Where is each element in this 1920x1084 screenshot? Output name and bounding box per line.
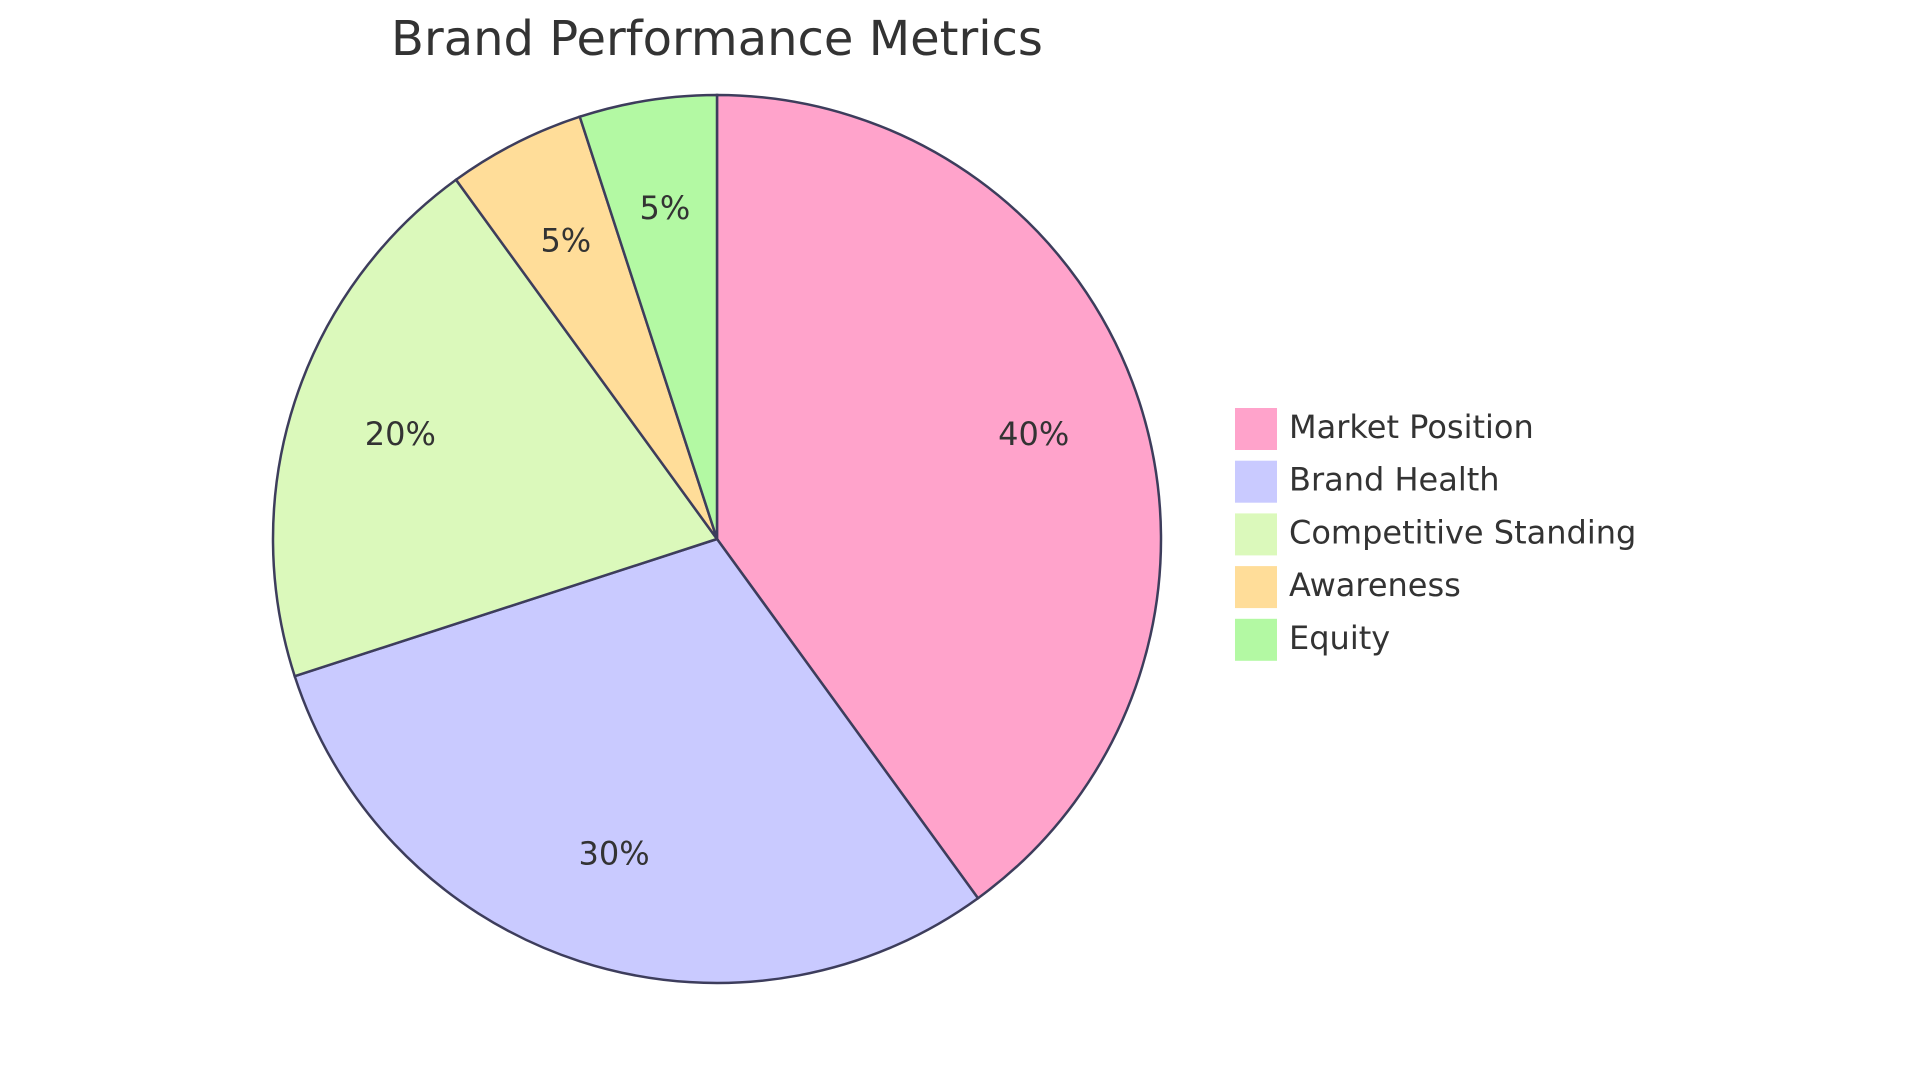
- legend-label: Awareness: [1289, 566, 1461, 604]
- legend-swatch: [1233, 564, 1279, 611]
- legend-swatch: [1233, 511, 1279, 558]
- pie-slice: [715, 93, 1163, 900]
- slice-label: 40%: [998, 415, 1069, 453]
- legend-swatch: [1233, 406, 1279, 452]
- pie-slice: [271, 178, 720, 678]
- chart-title: Brand Performance Metrics: [391, 11, 1043, 67]
- pie-slice: [578, 93, 719, 540]
- slice-label: 5%: [640, 189, 691, 227]
- legend-label: Brand Health: [1289, 461, 1500, 499]
- slice-label: 20%: [365, 415, 436, 453]
- legend-label: Market Position: [1289, 408, 1534, 446]
- pie-slice: [293, 537, 980, 985]
- legend-label: Equity: [1289, 619, 1390, 657]
- legend-label: Competitive Standing: [1289, 513, 1636, 551]
- legend-swatch: [1233, 458, 1279, 505]
- slice-label: 30%: [579, 835, 650, 873]
- slice-label: 5%: [540, 221, 591, 259]
- legend-swatch: [1233, 616, 1279, 663]
